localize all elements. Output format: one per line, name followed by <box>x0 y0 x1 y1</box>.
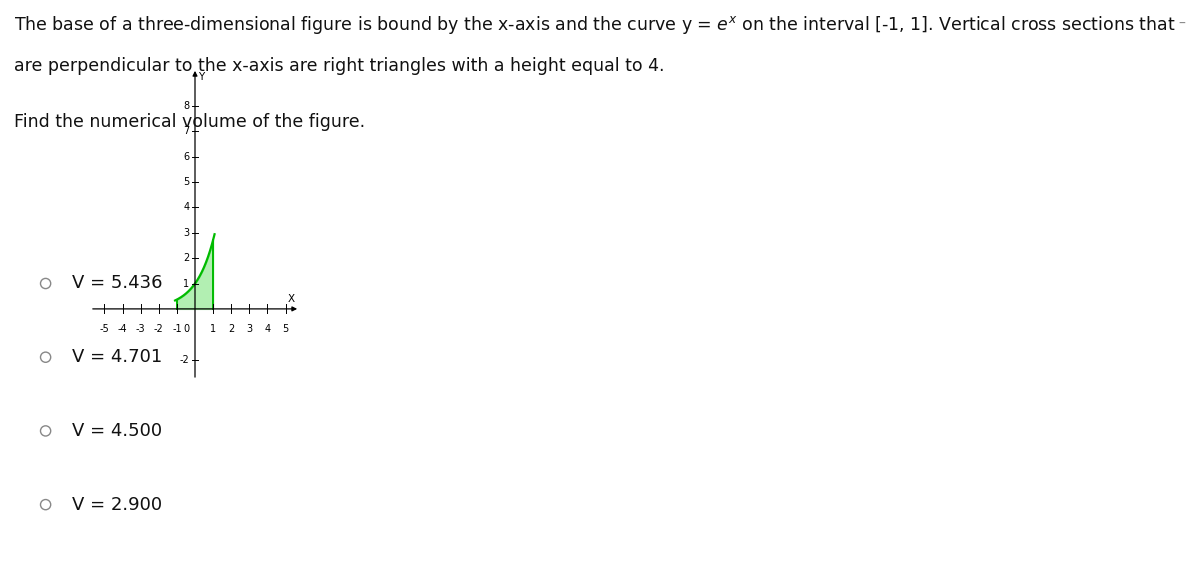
Text: 3: 3 <box>246 324 252 334</box>
Text: The base of a three-dimensional figure is bound by the x-axis and the curve y = : The base of a three-dimensional figure i… <box>14 14 1176 36</box>
Text: X: X <box>287 294 294 304</box>
Text: V = 4.701: V = 4.701 <box>72 348 162 366</box>
Text: -2: -2 <box>154 324 163 334</box>
Text: 1: 1 <box>184 278 190 289</box>
Text: 2: 2 <box>228 324 234 334</box>
Text: V = 4.500: V = 4.500 <box>72 422 162 440</box>
Text: 8: 8 <box>184 101 190 111</box>
Text: 7: 7 <box>184 126 190 137</box>
Text: -2: -2 <box>180 354 190 365</box>
Text: Find the numerical volume of the figure.: Find the numerical volume of the figure. <box>14 113 366 132</box>
Text: 6: 6 <box>184 152 190 162</box>
Text: -3: -3 <box>136 324 145 334</box>
Text: –: – <box>1178 17 1186 31</box>
Text: -1: -1 <box>172 324 181 334</box>
Text: 3: 3 <box>184 228 190 238</box>
Text: -5: -5 <box>100 324 109 334</box>
Text: 4: 4 <box>184 202 190 213</box>
Text: 5: 5 <box>184 177 190 187</box>
Text: V = 2.900: V = 2.900 <box>72 496 162 514</box>
Text: 5: 5 <box>282 324 289 334</box>
Text: 2: 2 <box>184 253 190 263</box>
Text: Y: Y <box>198 72 204 82</box>
Text: 0: 0 <box>184 324 190 334</box>
Text: are perpendicular to the x-axis are right triangles with a height equal to 4.: are perpendicular to the x-axis are righ… <box>14 57 665 75</box>
Text: V = 5.436: V = 5.436 <box>72 274 162 293</box>
Text: -4: -4 <box>118 324 127 334</box>
Text: 1: 1 <box>210 324 216 334</box>
Text: 4: 4 <box>264 324 270 334</box>
